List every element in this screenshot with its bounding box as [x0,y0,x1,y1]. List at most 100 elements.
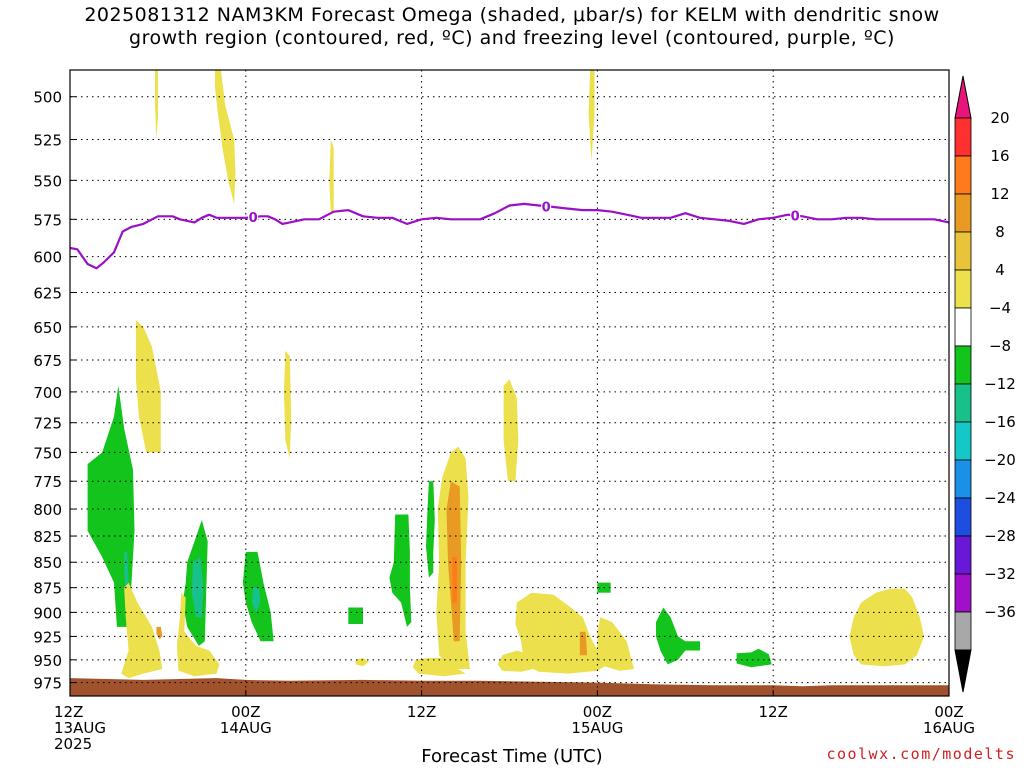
omega-region-31 [849,588,925,667]
colorbar-label-7: −12 [984,375,1016,393]
y-tick-label-575: 575 [33,211,62,229]
omega-region-10 [156,626,163,640]
colorbar-label-6: −8 [989,337,1011,355]
x-tick-label-36-0: 00Z [583,703,612,721]
omega-region-13 [176,592,220,677]
colorbar-label-4: 4 [995,261,1005,279]
colorbar-label-0: 20 [990,109,1009,127]
y-axis: 500 525 550 575 600 625 650 675 700 725 750 775 800 8… [33,89,76,693]
omega-region-1 [215,70,236,204]
x-tick-label-60-0: 00Z [934,703,963,721]
colorbar-swatch-1 [954,155,972,195]
y-tick-label-775: 775 [33,473,62,491]
chart-title: 2025081312 NAM3KM Forecast Omega (shaded… [0,4,1024,50]
colorbar-swatch-9 [954,459,972,499]
omega-region-16 [348,607,363,624]
colorbar-swatch-2 [954,193,972,233]
colorbar-label-10: −24 [984,489,1016,507]
y-tick-label-600: 600 [33,249,62,267]
colorbar-swatch-8 [954,421,972,461]
colorbar-swatch-11 [954,535,972,575]
freezing-level-label-2: 0 [791,210,800,225]
omega-region-22 [452,557,457,603]
colorbar-label-2: 12 [990,185,1009,203]
y-tick-label-900: 900 [33,604,62,622]
x-tick-label-48-0: 12Z [759,703,788,721]
y-tick-label-500: 500 [33,89,62,107]
x-tick-label-12-0: 00Z [231,703,260,721]
omega-region-4 [135,320,161,453]
omega-region-17 [355,658,369,667]
omega-region-25 [515,592,613,674]
colorbar-swatch-6 [954,345,972,385]
x-tick-label-24-0: 12Z [407,703,436,721]
surface-ground [70,678,949,696]
x-axis-label: Forecast Time (UTC) [421,746,603,767]
colorbar-swatch-3 [954,231,972,271]
colorbar-swatch-5 [954,307,972,347]
y-tick-label-700: 700 [33,384,62,402]
y-tick-label-825: 825 [33,528,62,546]
omega-region-19 [426,481,435,578]
surface-layer [70,678,949,696]
x-tick-label-0-1: 13AUG [54,719,106,737]
omega-region-26 [579,631,588,656]
freezing-level-line [69,202,950,270]
colorbar-label-9: −20 [984,451,1016,469]
y-tick-label-650: 650 [33,319,62,337]
omega-shading-layer [87,70,925,679]
y-tick-label-975: 975 [33,675,62,693]
colorbar-swatch-12 [954,573,972,613]
colorbar-bottom-arrow [954,649,972,693]
y-tick-label-875: 875 [33,580,62,598]
y-tick-label-925: 925 [33,628,62,646]
colorbar-swatch-0 [954,117,972,157]
colorbar-label-13: −36 [984,603,1016,621]
y-tick-label-950: 950 [33,652,62,670]
y-tick-label-850: 850 [33,554,62,572]
omega-region-5 [283,350,292,459]
title-line-2: growth region (contoured, red, ºC) and f… [129,27,895,49]
x-tick-label-12-1: 14AUG [220,719,272,737]
colorbar-label-3: 8 [995,223,1005,241]
plot-frame [69,69,950,697]
y-tick-label-525: 525 [33,132,62,150]
freezing-level-label-1: 0 [542,200,551,215]
freezing-level-layer: 0 0 0 [69,199,950,270]
omega-region-18 [389,514,412,627]
colorbar: 20 16 12 8 4 −4 −8 −12 −16 −20 −24 −28 −32 −36 [954,75,1016,693]
colorbar-swatch-7 [954,383,972,423]
x-tick-label-36-1: 15AUG [571,719,623,737]
freezing-label-bg-2 [790,208,801,222]
freezing-label-bg-1 [541,199,552,213]
omega-region-3 [588,70,595,161]
colorbar-label-8: −16 [984,413,1016,431]
omega-region-7 [87,385,135,627]
y-tick-label-675: 675 [33,352,62,370]
omega-region-2 [329,139,334,212]
x-tick-label-60-1: 16AUG [923,719,975,737]
title-line-1: 2025081312 NAM3KM Forecast Omega (shaded… [84,4,940,26]
y-tick-label-750: 750 [33,444,62,462]
omega-region-27 [597,617,634,671]
freezing-label-bg-0 [248,210,259,224]
omega-region-9 [121,582,163,679]
y-tick-label-625: 625 [33,284,62,302]
omega-region-29 [656,607,700,665]
colorbar-swatch-13 [954,611,972,651]
colorbar-label-12: −32 [984,565,1016,583]
x-tick-label-0-0: 12Z [54,703,83,721]
colorbar-top-arrow [954,75,972,119]
y-tick-label-550: 550 [33,172,62,190]
omega-region-6 [503,379,519,482]
freezing-level-label-0: 0 [249,211,258,226]
x-tick-label-0-2: 2025 [54,735,92,753]
colorbar-swatch-4 [954,269,972,309]
y-tick-label-725: 725 [33,415,62,433]
omega-region-15 [251,587,261,613]
omega-region-0 [155,70,158,140]
y-tick-label-800: 800 [33,501,62,519]
grid-layer [70,70,949,696]
